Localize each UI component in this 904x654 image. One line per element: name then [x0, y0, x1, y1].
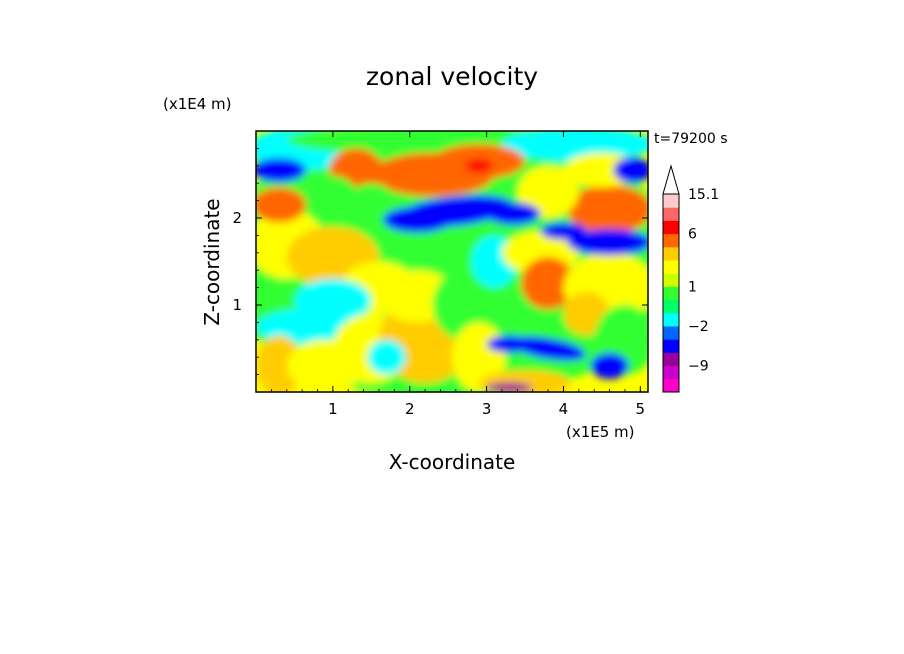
contour-blob — [521, 257, 575, 310]
colorbar-segment — [663, 260, 679, 274]
x-tick-label: 2 — [405, 400, 415, 418]
colorbar-segment — [663, 352, 679, 367]
colorbar-segment — [663, 273, 679, 287]
contour-blob — [294, 174, 356, 210]
x-tick-label: 1 — [328, 400, 338, 418]
y-tick-label: 1 — [232, 296, 242, 314]
contour-blob — [256, 278, 306, 314]
contour-blob — [517, 165, 579, 218]
contour-blob — [486, 382, 533, 392]
colorbar-segment — [663, 378, 679, 393]
x-tick-label: 4 — [559, 400, 569, 418]
x-axis-label: X-coordinate — [389, 450, 516, 474]
contour-blob — [367, 339, 406, 375]
colorbar-label: 15.1 — [688, 187, 719, 203]
contour-blob — [540, 222, 587, 240]
contour-blobs — [256, 131, 648, 392]
colorbar-label: −2 — [688, 319, 709, 335]
contour-blob — [590, 352, 629, 379]
x-tick-label: 3 — [482, 400, 492, 418]
colorbar-segment — [663, 220, 679, 235]
colorbar-segment — [663, 207, 679, 221]
colorbar-segment — [663, 246, 679, 261]
contour-blob — [567, 229, 648, 256]
colorbar-label: −9 — [688, 359, 709, 375]
contour-blob — [432, 270, 495, 340]
y-unit-label: (x1E4 m) — [163, 95, 232, 113]
contour-blob — [348, 183, 395, 219]
chart-title: zonal velocity — [366, 62, 538, 91]
contour-blob — [486, 202, 541, 225]
colorbar-segment — [663, 312, 679, 327]
colorbar-segment — [663, 339, 679, 353]
y-tick-label: 2 — [232, 209, 242, 227]
contour-blob — [256, 187, 306, 223]
colorbar-segment — [663, 233, 679, 248]
colorbar-segment — [663, 194, 679, 208]
contour-blob — [613, 157, 648, 184]
colorbar-segment — [663, 365, 679, 380]
contour-field — [256, 131, 648, 392]
contour-blob — [486, 335, 533, 353]
colorbar-segment — [663, 286, 679, 301]
x-unit-label: (x1E5 m) — [566, 423, 635, 441]
colorbar: 15.1 6 1 −2 −9 — [662, 164, 719, 393]
contour-blob — [256, 335, 303, 392]
x-axis: 1 2 3 4 5 — [270, 131, 646, 418]
y-axis-label: Z-coordinate — [200, 198, 224, 325]
colorbar-frame — [662, 193, 680, 393]
colorbar-extend-arrow — [662, 164, 680, 195]
colorbar-label: 1 — [688, 279, 697, 295]
x-tick-label: 5 — [636, 400, 646, 418]
contour-blob — [382, 206, 452, 233]
contour-blob — [465, 158, 493, 173]
plot-frame — [255, 130, 649, 393]
time-label: t=79200 s — [654, 131, 728, 147]
contour-blob — [256, 157, 306, 183]
colorbar-segment — [663, 326, 679, 340]
contour-blob — [567, 184, 648, 234]
colorbar-segment — [663, 299, 679, 314]
colorbar-label: 6 — [688, 227, 697, 243]
y-axis: 12 — [232, 147, 648, 376]
